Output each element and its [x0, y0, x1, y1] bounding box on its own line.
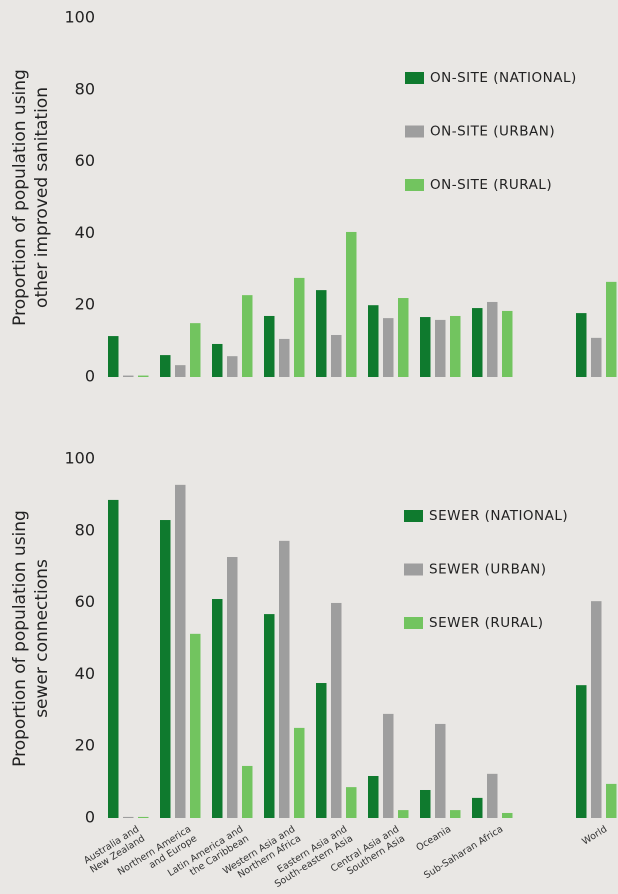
bar [160, 355, 171, 377]
bar [242, 765, 253, 818]
bar [138, 816, 149, 818]
bar [383, 713, 394, 818]
bar [108, 336, 119, 377]
bar [212, 599, 223, 818]
bar [175, 484, 186, 818]
legend-label: SEWER (URBAN) [429, 562, 547, 578]
bar [331, 334, 342, 377]
bar [368, 305, 379, 377]
bar [123, 816, 134, 818]
legend-label: SEWER (RURAL) [429, 615, 544, 631]
bar [420, 317, 431, 377]
bar [279, 338, 290, 377]
bar [487, 773, 498, 818]
bar [294, 277, 305, 377]
legend-swatch [405, 179, 424, 191]
bar [279, 540, 290, 818]
bar [138, 375, 149, 377]
y-axis-label: other improved sanitation [32, 87, 52, 308]
bar [264, 315, 275, 377]
bar [420, 789, 431, 818]
y-axis-label: Proportion of population using [10, 510, 30, 767]
bar [316, 683, 327, 818]
legend-swatch [405, 72, 424, 84]
bar [346, 787, 357, 818]
x-tick-label: World [580, 823, 609, 847]
bar [346, 231, 357, 377]
y-tick-label: 60 [75, 592, 95, 611]
y-tick-label: 40 [75, 223, 95, 242]
y-tick-label: 80 [75, 520, 95, 539]
bar [606, 281, 617, 377]
y-tick-label: 100 [64, 449, 95, 468]
bar [450, 315, 461, 377]
bar [190, 633, 201, 818]
bar [502, 310, 513, 377]
bar [316, 290, 327, 377]
bar [576, 313, 587, 377]
legend-label: ON-SITE (RURAL) [430, 177, 552, 193]
bar [108, 499, 119, 818]
bar [123, 375, 134, 377]
bar [472, 308, 483, 377]
bar [264, 614, 275, 818]
bar [591, 337, 602, 377]
bar [227, 557, 238, 818]
x-tick-label-line: Oceania [414, 823, 453, 853]
bar [175, 365, 186, 377]
bar [368, 775, 379, 818]
legend-label: ON-SITE (NATIONAL) [430, 70, 577, 86]
y-tick-label: 0 [85, 808, 95, 827]
y-axis-label: sewer connections [32, 559, 52, 718]
bar [227, 356, 238, 377]
legend-label: ON-SITE (URBAN) [430, 124, 555, 140]
bar [212, 343, 223, 377]
bar [398, 298, 409, 377]
legend-swatch [404, 510, 423, 522]
y-tick-label: 20 [75, 736, 95, 755]
y-tick-label: 60 [75, 151, 95, 170]
bar [398, 810, 409, 818]
bar [606, 783, 617, 818]
bar [190, 323, 201, 377]
bar [242, 295, 253, 377]
y-tick-label: 100 [64, 8, 95, 27]
bar [487, 301, 498, 377]
bar [472, 797, 483, 818]
bar [294, 727, 305, 818]
legend-swatch [405, 125, 424, 138]
legend-label: SEWER (NATIONAL) [429, 508, 568, 524]
y-axis-label: Proportion of population using [10, 69, 30, 326]
bar [450, 810, 461, 818]
bar [383, 318, 394, 377]
bar [502, 812, 513, 818]
bar [435, 319, 446, 377]
x-tick-label: Oceania [414, 823, 453, 853]
bar [160, 520, 171, 818]
bar [576, 685, 587, 818]
bar [591, 601, 602, 818]
legend-swatch [404, 617, 423, 629]
x-tick-label-line: World [580, 823, 609, 847]
y-tick-label: 20 [75, 295, 95, 314]
legend-swatch [404, 563, 423, 576]
bar [435, 723, 446, 818]
y-tick-label: 0 [85, 367, 95, 386]
y-tick-label: 40 [75, 664, 95, 683]
y-tick-label: 80 [75, 79, 95, 98]
bar [331, 602, 342, 818]
